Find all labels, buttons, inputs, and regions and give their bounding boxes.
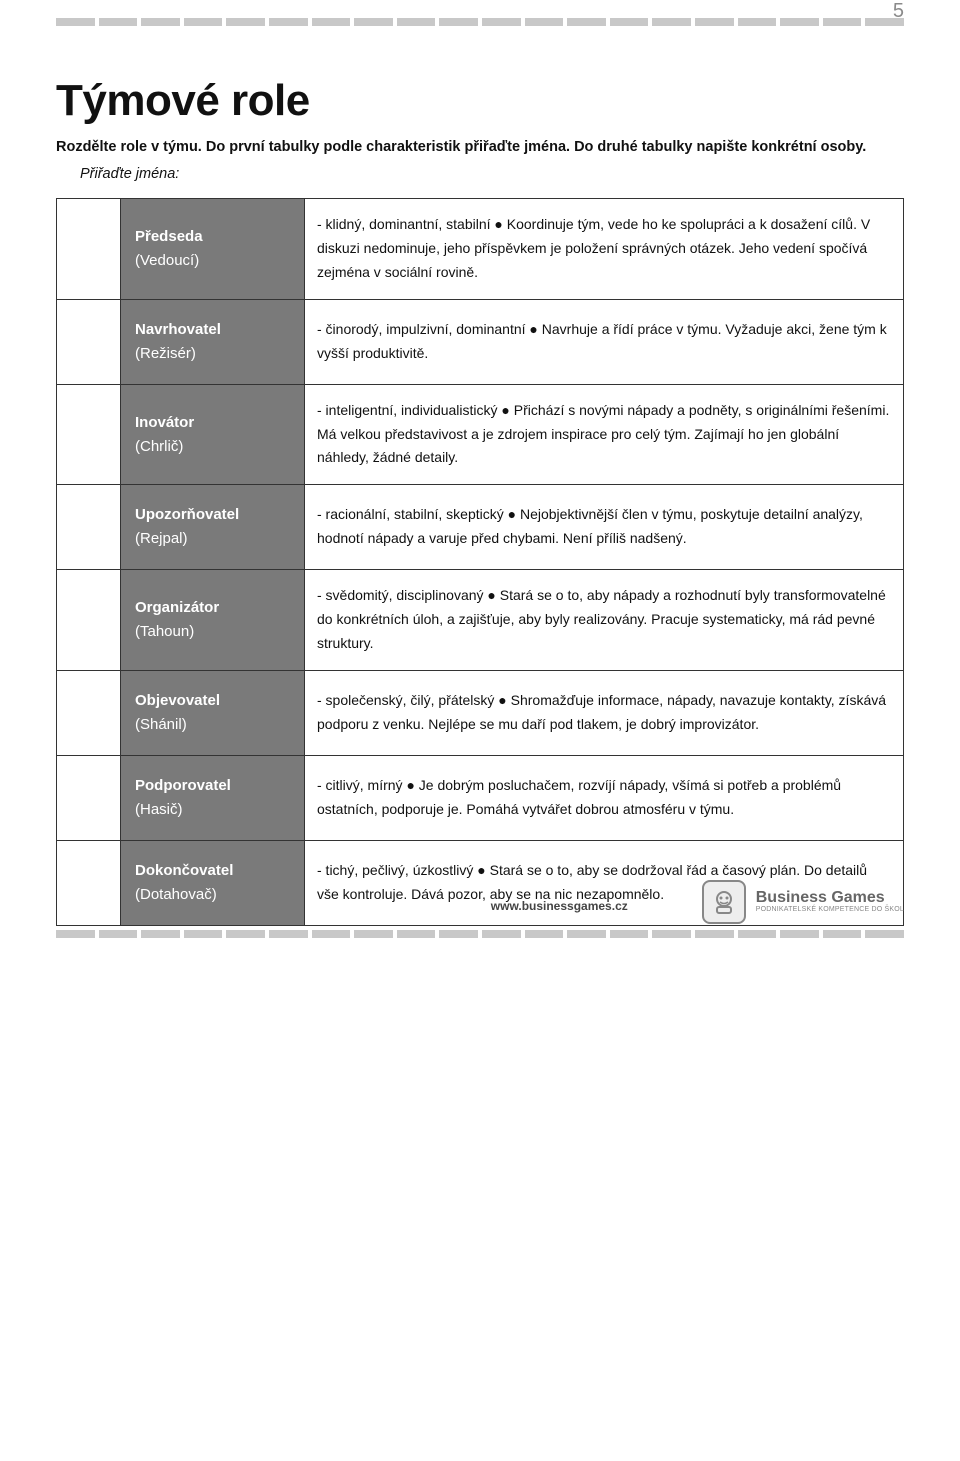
role-label-cell: Dokončovatel (Dotahovač) (121, 840, 305, 925)
stripe-segment (865, 930, 904, 938)
stripe-segment (269, 18, 308, 26)
role-name: Organizátor (135, 599, 219, 616)
footer: www.businessgames.cz Business Games PODN… (491, 880, 904, 924)
name-input-cell[interactable] (57, 299, 121, 384)
role-subname: (Dotahovač) (135, 883, 290, 907)
stripe-segment (738, 18, 777, 26)
role-name: Inovátor (135, 414, 194, 431)
name-input-cell[interactable] (57, 485, 121, 570)
bottom-stripe (56, 930, 904, 938)
stripe-segment (652, 930, 691, 938)
stripe-segment (99, 18, 138, 26)
stripe-segment (141, 18, 180, 26)
stripe-segment (397, 930, 436, 938)
name-input-cell[interactable] (57, 840, 121, 925)
table-row: Inovátor (Chrlič) - inteligentní, individu… (57, 384, 904, 484)
stripe-segment (141, 930, 180, 938)
table-row: Podporovatel (Hasič) - citlivý, mírný ● Je… (57, 755, 904, 840)
stripe-segment (354, 18, 393, 26)
stripe-segment (567, 18, 606, 26)
stripe-segment (482, 930, 521, 938)
stripe-segment (354, 930, 393, 938)
stripe-segment (652, 18, 691, 26)
table-row: Navrhovatel (Režisér) - činorodý, impulziv… (57, 299, 904, 384)
role-subname: (Režisér) (135, 342, 290, 366)
table-row: Upozorňovatel (Rejpal) - racionální, stabi… (57, 485, 904, 570)
stripe-segment (738, 930, 777, 938)
role-label-cell: Objevovatel (Shánil) (121, 670, 305, 755)
stripe-segment (184, 18, 223, 26)
stripe-segment (610, 930, 649, 938)
footer-brand: Business Games (756, 890, 904, 906)
table-row: Objevovatel (Shánil) - společenský, čilý, … (57, 670, 904, 755)
footer-url: www.businessgames.cz (491, 900, 628, 912)
name-input-cell[interactable] (57, 570, 121, 670)
stripe-segment (610, 18, 649, 26)
role-name: Podporovatel (135, 777, 231, 794)
role-name: Objevovatel (135, 692, 220, 709)
role-description: - činorodý, impulzivní, dominantní ● Nav… (305, 299, 904, 384)
role-name: Dokončovatel (135, 862, 233, 879)
intro-text: Rozdělte role v týmu. Do první tabulky p… (56, 136, 904, 158)
role-description: - klidný, dominantní, stabilní ● Koordin… (305, 199, 904, 299)
stripe-segment (184, 930, 223, 938)
subhead-text: Přiřaďte jména: (80, 166, 904, 182)
roles-table: Předseda (Vedoucí) - klidný, dominantní, s… (56, 198, 904, 925)
stripe-segment (525, 930, 564, 938)
role-name: Upozorňovatel (135, 506, 239, 523)
role-label-cell: Organizátor (Tahoun) (121, 570, 305, 670)
stripe-segment (482, 18, 521, 26)
stripe-segment (56, 930, 95, 938)
name-input-cell[interactable] (57, 670, 121, 755)
footer-tagline: PODNIKATELSKÉ KOMPETENCE DO ŠKOL (756, 906, 904, 913)
role-label-cell: Inovátor (Chrlič) (121, 384, 305, 484)
role-subname: (Shánil) (135, 713, 290, 737)
top-stripe (56, 18, 904, 26)
role-subname: (Rejpal) (135, 527, 290, 551)
table-row: Předseda (Vedoucí) - klidný, dominantní, s… (57, 199, 904, 299)
table-row: Organizátor (Tahoun) - svědomitý, discipli… (57, 570, 904, 670)
stripe-segment (226, 18, 265, 26)
page-number: 5 (893, 0, 904, 23)
stripe-segment (312, 18, 351, 26)
role-label-cell: Navrhovatel (Režisér) (121, 299, 305, 384)
stripe-segment (397, 18, 436, 26)
stripe-segment (439, 18, 478, 26)
stripe-segment (823, 930, 862, 938)
role-label-cell: Předseda (Vedoucí) (121, 199, 305, 299)
name-input-cell[interactable] (57, 755, 121, 840)
role-description: - racionální, stabilní, skeptický ● Nejo… (305, 485, 904, 570)
page-title: Týmové role (56, 76, 904, 126)
stripe-segment (56, 18, 95, 26)
role-label-cell: Podporovatel (Hasič) (121, 755, 305, 840)
role-subname: (Chrlič) (135, 435, 290, 459)
stripe-segment (567, 930, 606, 938)
role-description: - inteligentní, individualistický ● Přic… (305, 384, 904, 484)
role-subname: (Hasič) (135, 798, 290, 822)
stripe-segment (99, 930, 138, 938)
stripe-segment (823, 18, 862, 26)
stripe-segment (525, 18, 564, 26)
stripe-segment (269, 930, 308, 938)
role-subname: (Tahoun) (135, 620, 290, 644)
role-subname: (Vedoucí) (135, 249, 290, 273)
role-description: - svědomitý, disciplinovaný ● Stará se o… (305, 570, 904, 670)
stripe-segment (695, 18, 734, 26)
footer-logo-icon (702, 880, 746, 924)
role-name: Navrhovatel (135, 321, 221, 338)
stripe-segment (226, 930, 265, 938)
name-input-cell[interactable] (57, 199, 121, 299)
name-input-cell[interactable] (57, 384, 121, 484)
stripe-segment (780, 930, 819, 938)
stripe-segment (780, 18, 819, 26)
role-label-cell: Upozorňovatel (Rejpal) (121, 485, 305, 570)
stripe-segment (439, 930, 478, 938)
stripe-segment (312, 930, 351, 938)
role-name: Předseda (135, 228, 203, 245)
role-description: - společenský, čilý, přátelský ● Shromaž… (305, 670, 904, 755)
stripe-segment (695, 930, 734, 938)
role-description: - citlivý, mírný ● Je dobrým posluchačem… (305, 755, 904, 840)
